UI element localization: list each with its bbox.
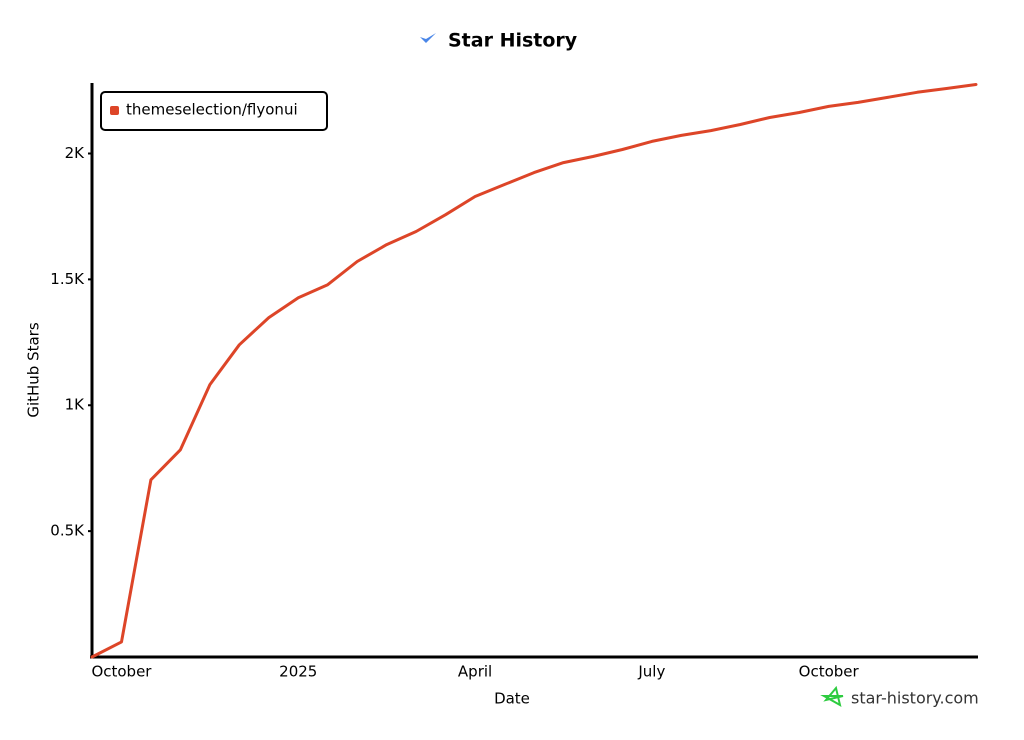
- x-tick-label: April: [458, 663, 492, 681]
- legend-box: [100, 91, 328, 131]
- y-axis-label: GitHub Stars: [25, 322, 43, 418]
- series-line: [90, 83, 978, 659]
- watermark: star-history.com: [851, 689, 979, 708]
- y-tick-label: 1K: [65, 396, 86, 414]
- y-tick-label: 2K: [65, 144, 86, 162]
- legend-swatch: [110, 106, 119, 115]
- x-tick-label: 2025: [279, 663, 317, 681]
- x-tick-label: July: [637, 663, 665, 681]
- title-icon: [420, 33, 436, 43]
- legend-label: themeselection/flyonui: [126, 101, 298, 119]
- x-tick-label: October: [799, 663, 860, 681]
- y-tick-label: 0.5K: [50, 522, 85, 540]
- y-tick-label: 1.5K: [50, 270, 85, 288]
- x-tick-label: October: [91, 663, 152, 681]
- x-axis-label: Date: [494, 690, 530, 708]
- watermark-icon: [820, 685, 844, 707]
- chart-title: Star History: [448, 30, 578, 52]
